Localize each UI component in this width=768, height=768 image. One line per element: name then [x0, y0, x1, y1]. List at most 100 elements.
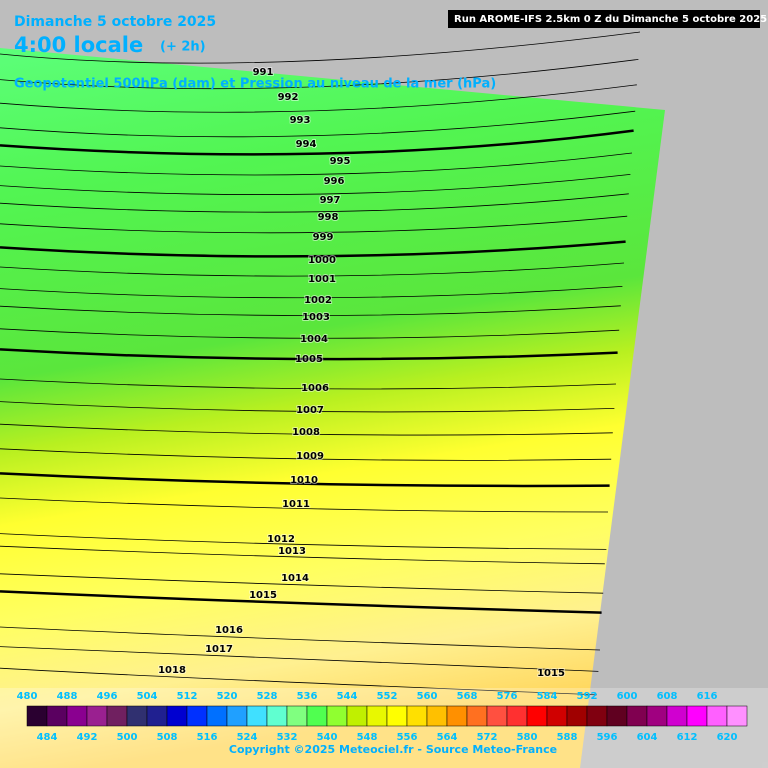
isobar [0, 84, 637, 113]
isobar [0, 110, 636, 138]
isobar-label: 1012 [267, 534, 295, 545]
colorbar: 480 484 488 492 496 500 504 508 512 516 520 524 528 5… [17, 691, 748, 743]
colorbar-swatch [646, 705, 668, 727]
colorbar-swatch [326, 705, 348, 727]
colorbar-swatch [226, 705, 248, 727]
colorbar-swatch [266, 705, 288, 727]
isobar-label: 998 [318, 212, 339, 223]
isobar-label: 1014 [281, 573, 309, 584]
isobar [0, 129, 634, 156]
isobar [0, 423, 613, 436]
colorbar-label: 528 [257, 691, 278, 702]
isobar [0, 545, 605, 565]
colorbar-swatch [386, 705, 408, 727]
isobar-label: 1018 [158, 665, 186, 676]
colorbar-label: 596 [597, 732, 618, 743]
isobar-label: 1004 [300, 334, 328, 345]
isobar [0, 328, 620, 339]
colorbar-swatch [626, 705, 648, 727]
colorbar-label: 548 [357, 732, 378, 743]
isobar-label: 999 [313, 232, 334, 243]
isobar-label: 1007 [296, 405, 324, 416]
isobar [0, 626, 601, 651]
colorbar-swatch [366, 705, 388, 727]
colorbar-label: 496 [97, 691, 118, 702]
colorbar-label: 616 [697, 691, 718, 702]
colorbar-label: 564 [437, 732, 458, 743]
isobar [0, 378, 617, 390]
colorbar-label: 480 [17, 691, 38, 702]
isobar [0, 533, 607, 550]
colorbar-label: 588 [557, 732, 578, 743]
colorbar-swatch [286, 705, 308, 727]
isobar-label: 1009 [296, 451, 324, 462]
colorbar-label: 492 [77, 732, 98, 743]
run-info: Run AROME-IFS 2.5km 0 Z du Dimanche 5 oc… [454, 14, 767, 25]
colorbar-swatch [306, 705, 328, 727]
isobar [0, 174, 631, 195]
colorbar-label: 520 [217, 691, 238, 702]
colorbar-swatch [666, 705, 688, 727]
colorbar-label: 584 [537, 691, 558, 702]
colorbar-swatch [126, 705, 148, 727]
isobar [0, 573, 604, 594]
colorbar-label: 552 [377, 691, 398, 702]
colorbar-label: 488 [57, 691, 78, 702]
colorbar-label: 572 [477, 732, 498, 743]
isobar [0, 152, 633, 176]
colorbar-swatch [146, 705, 168, 727]
colorbar-swatch [166, 705, 188, 727]
offset: (+ 2h) [160, 40, 206, 55]
isobar [0, 472, 610, 488]
colorbar-swatch [526, 705, 548, 727]
colorbar-swatch [706, 705, 728, 727]
colorbar-label: 540 [317, 732, 338, 743]
colorbar-swatch [686, 705, 708, 727]
isobar-label: 1008 [292, 427, 320, 438]
isobar [0, 401, 615, 413]
isobar [0, 667, 597, 696]
isobar [0, 59, 639, 90]
colorbar-label: 544 [337, 691, 358, 702]
date: Dimanche 5 octobre 2025 [14, 14, 216, 30]
isobar-label: 1010 [290, 475, 318, 486]
copyright: Copyright ©2025 Meteociel.fr - Source Me… [229, 743, 557, 756]
isobar-label: 1013 [278, 546, 306, 557]
colorbar-swatch [346, 705, 368, 727]
colorbar-swatch [486, 705, 508, 727]
isobar-label: 993 [290, 115, 311, 126]
colorbar-swatch [426, 705, 448, 727]
colorbar-swatch [46, 705, 68, 727]
colorbar-swatch [106, 705, 128, 727]
model-domain [0, 48, 665, 768]
colorbar-panel [0, 688, 768, 768]
isobar [0, 348, 618, 361]
isobar-label: 991 [253, 67, 274, 78]
colorbar-label: 536 [297, 691, 318, 702]
colorbar-label: 612 [677, 732, 698, 743]
isobar [0, 286, 623, 299]
colorbar-label: 604 [637, 732, 658, 743]
colorbar-label: 568 [457, 691, 478, 702]
isobar [0, 193, 629, 213]
colorbar-swatch [566, 705, 588, 727]
colorbar-label: 508 [157, 732, 178, 743]
colorbar-label: 532 [277, 732, 298, 743]
colorbar-label: 524 [237, 732, 258, 743]
colorbar-label: 500 [117, 732, 138, 743]
colorbar-label: 608 [657, 691, 678, 702]
isobar-label: 1006 [301, 383, 329, 394]
colorbar-swatch [606, 705, 628, 727]
subtitle: Geopotentiel 500hPa (dam) et Pression au… [14, 77, 496, 92]
isobar [0, 497, 609, 513]
colorbar-label: 512 [177, 691, 198, 702]
isobar-label: 1011 [282, 499, 310, 510]
isobar [0, 305, 621, 316]
colorbar-swatch [86, 705, 108, 727]
isobar-label: 994 [296, 139, 317, 150]
isobar-label: 997 [320, 195, 341, 206]
isobar-label: 1017 [205, 644, 233, 655]
colorbar-swatch [586, 705, 608, 727]
local-time: 4:00 locale [14, 33, 143, 57]
